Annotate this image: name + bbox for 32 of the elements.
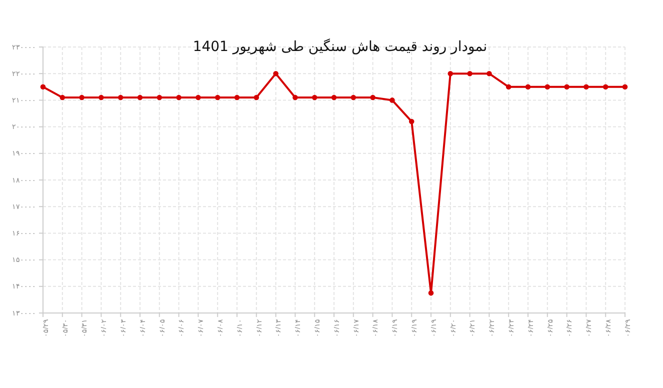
point (273, 70, 278, 76)
point (467, 70, 472, 76)
point (350, 94, 356, 100)
point (622, 84, 628, 90)
point (118, 94, 124, 100)
point (390, 98, 395, 103)
point (584, 84, 589, 90)
point (40, 84, 46, 90)
point (370, 94, 376, 100)
chart-title: نمودار روند قیمت هاش سنگین طی شهریور 1401 (192, 38, 488, 55)
point (234, 94, 240, 100)
point (486, 70, 492, 76)
point (137, 94, 143, 100)
point (448, 70, 454, 76)
point (312, 94, 318, 100)
point (196, 94, 201, 100)
point (60, 94, 66, 100)
point (156, 94, 162, 100)
point (525, 84, 531, 90)
point (506, 84, 512, 90)
point (79, 94, 84, 100)
point (176, 94, 182, 100)
point (292, 94, 298, 100)
point (214, 94, 220, 100)
point (428, 290, 434, 296)
point (254, 94, 260, 100)
point (602, 84, 608, 90)
point (564, 84, 570, 90)
point (544, 84, 550, 90)
point (98, 94, 104, 100)
point (408, 118, 414, 124)
point (331, 94, 337, 100)
